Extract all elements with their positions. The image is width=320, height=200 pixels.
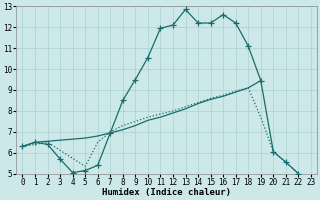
X-axis label: Humidex (Indice chaleur): Humidex (Indice chaleur): [102, 188, 231, 197]
